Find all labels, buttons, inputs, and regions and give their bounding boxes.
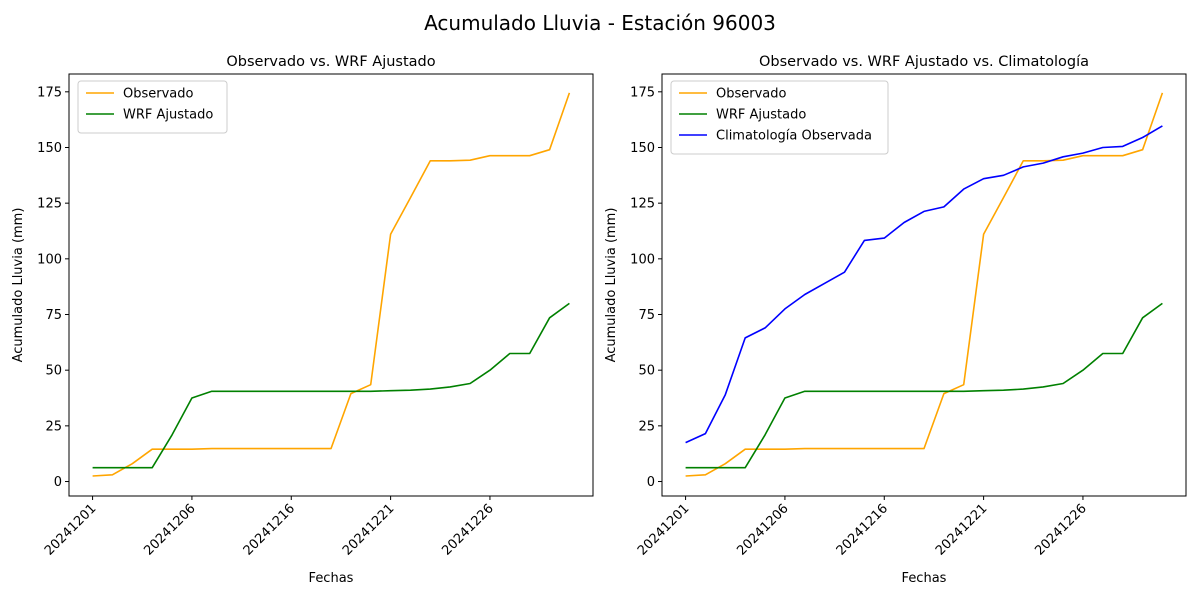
y-tick-label: 0 [647, 475, 655, 490]
legend-box [670, 80, 889, 155]
x-tick-label: 20241206 [141, 501, 198, 558]
y-tick-label: 25 [638, 419, 655, 434]
series-line-0 [92, 92, 571, 477]
y-tick-label: 25 [45, 419, 62, 434]
legend-entry: WRF Ajustado [123, 108, 213, 123]
x-tick-label: 20241201 [42, 501, 99, 558]
y-axis-label: Acumulado Lluvia (mm) [11, 208, 26, 363]
y-tick-label: 175 [630, 85, 655, 100]
x-tick-label: 20241201 [635, 501, 692, 558]
axes-frame [661, 73, 1187, 497]
y-tick-label: 0 [54, 475, 62, 490]
legend-entry: Observado [123, 87, 194, 102]
x-tick-label: 20241216 [241, 501, 298, 558]
legend-entry: WRF Ajustado [716, 108, 806, 123]
y-tick-label: 150 [630, 141, 655, 156]
y-tick-label: 100 [630, 252, 655, 267]
x-tick-label: 20241226 [1032, 501, 1089, 558]
x-tick-label: 20241206 [734, 501, 791, 558]
x-tick-label: 20241226 [439, 501, 496, 558]
legend-box [77, 80, 228, 134]
y-tick-label: 100 [37, 252, 62, 267]
subplot-title: Observado vs. WRF Ajustado [226, 54, 435, 70]
x-tick-label: 20241216 [834, 501, 891, 558]
series-line-2 [685, 125, 1163, 444]
x-tick-label: 20241221 [340, 501, 397, 558]
axes-frame [68, 73, 594, 497]
series-line-1 [685, 302, 1163, 469]
x-tick-label: 20241221 [933, 501, 990, 558]
x-axis-label: Fechas [309, 571, 354, 586]
legend-entry: Climatología Observada [716, 129, 872, 144]
y-tick-label: 150 [37, 141, 62, 156]
figure-title: Acumulado Lluvia - Estación 96003 [424, 11, 776, 35]
y-tick-label: 75 [45, 308, 62, 323]
series-line-1 [92, 302, 570, 469]
x-axis-label: Fechas [902, 571, 947, 586]
subplot-left: Observado vs. WRF Ajustado 0 25 50 75 100 125 1… [11, 54, 594, 586]
y-tick-label: 125 [37, 197, 62, 212]
y-tick-label: 50 [45, 364, 62, 379]
y-tick-label: 125 [630, 197, 655, 212]
legend-entry: Observado [716, 87, 787, 102]
series-line-0 [685, 92, 1164, 477]
y-axis-label: Acumulado Lluvia (mm) [604, 208, 619, 363]
y-tick-label: 75 [638, 308, 655, 323]
subplot-right: Observado vs. WRF Ajustado vs. Climatolo… [604, 54, 1187, 586]
y-tick-label: 50 [638, 364, 655, 379]
subplot-title: Observado vs. WRF Ajustado vs. Climatolo… [759, 54, 1089, 70]
y-tick-label: 175 [37, 85, 62, 100]
